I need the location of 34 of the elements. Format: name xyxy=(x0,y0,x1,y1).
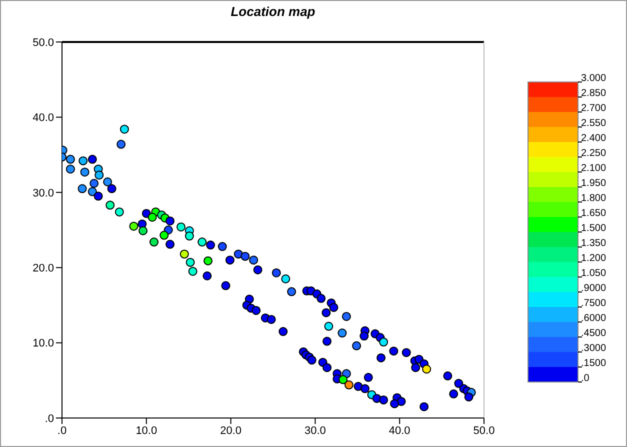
color-bar-label: 1.050 xyxy=(581,268,606,279)
color-bar-label: .9000 xyxy=(581,283,606,294)
color-bar-label: 2.850 xyxy=(581,88,606,99)
color-bar-label: .4500 xyxy=(581,328,606,339)
x-tick-label: 50.0 xyxy=(473,424,495,437)
color-bar-label: 2.550 xyxy=(581,118,606,129)
color-bar-label: .3000 xyxy=(581,343,606,354)
color-bar-label: .7500 xyxy=(581,298,606,309)
x-tick-label: 20.0 xyxy=(220,424,242,437)
y-tick-label: 20.0 xyxy=(32,262,54,275)
x-tick-label: 40.0 xyxy=(388,424,410,437)
y-tick-label: 30.0 xyxy=(32,187,54,200)
y-tick-label: 40.0 xyxy=(32,112,54,124)
color-bar-label: 2.400 xyxy=(581,133,606,144)
color-bar-label: 1.950 xyxy=(581,178,606,189)
color-bar-label: 3.000 xyxy=(581,73,606,84)
y-tick-label: .0 xyxy=(44,412,54,425)
y-tick-label: 10.0 xyxy=(32,338,54,350)
color-bar-label: 1.650 xyxy=(581,208,606,219)
color-bar-label: 1.500 xyxy=(581,223,606,234)
chart-title: Location map xyxy=(230,4,316,19)
color-bar-label: .6000 xyxy=(581,313,606,324)
color-bar-label: .1500 xyxy=(581,358,606,369)
color-bar-label: 2.250 xyxy=(581,148,606,159)
x-tick-label: 10.0 xyxy=(136,424,158,437)
x-tick-label: .0 xyxy=(57,424,67,437)
color-bar-label: 2.100 xyxy=(581,163,606,174)
y-tick-label: 50.0 xyxy=(32,36,54,49)
color-bar-label: 2.700 xyxy=(581,103,606,114)
x-tick-label: 30.0 xyxy=(304,424,326,437)
color-bar-label: 1.350 xyxy=(581,238,606,249)
color-bar-label: 1.200 xyxy=(581,253,606,264)
color-bar-label: .0 xyxy=(581,373,590,384)
color-bar-label: 1.800 xyxy=(581,193,606,204)
